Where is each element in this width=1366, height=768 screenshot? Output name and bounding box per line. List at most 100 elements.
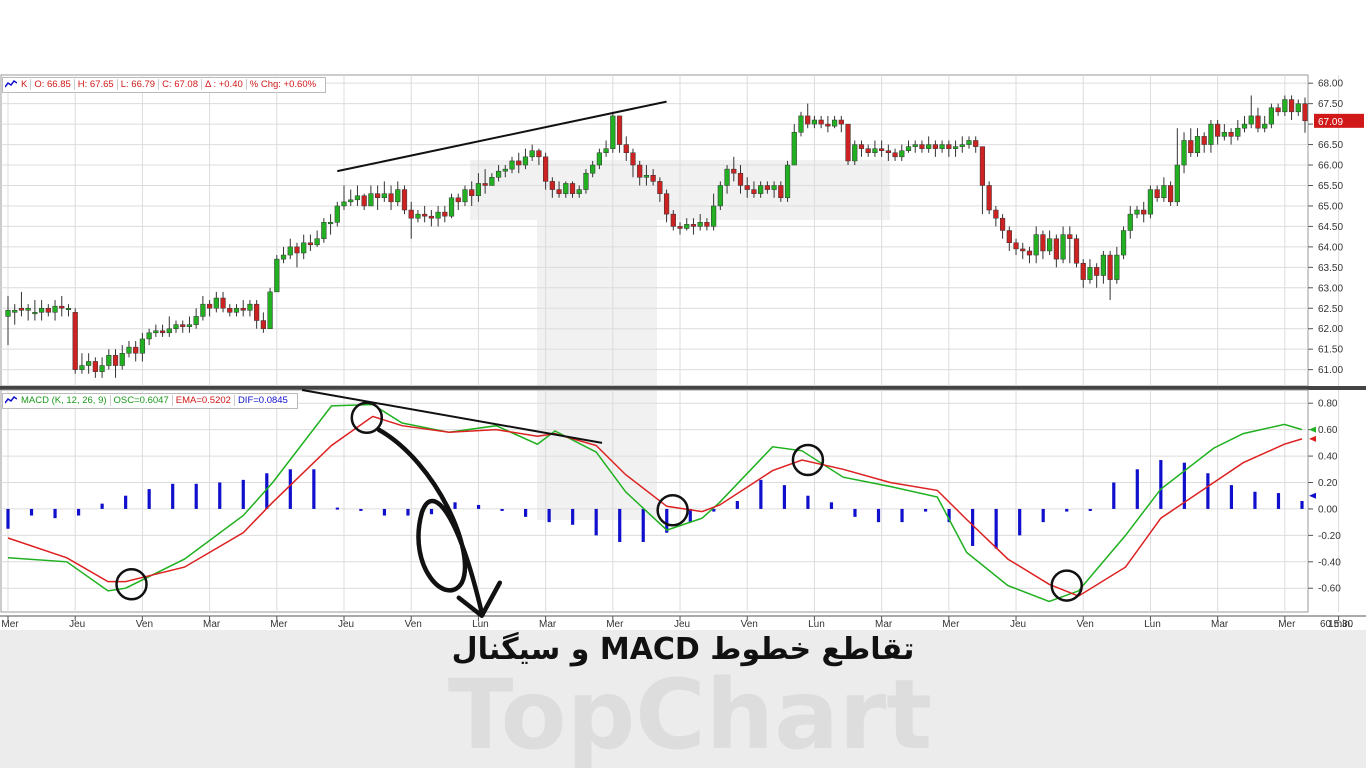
histogram-bar bbox=[453, 502, 457, 509]
candle bbox=[1241, 115, 1248, 133]
candle bbox=[126, 340, 132, 358]
candle-body bbox=[1188, 140, 1194, 153]
candle bbox=[388, 185, 394, 211]
candle-body bbox=[999, 217, 1006, 231]
candle-body bbox=[280, 254, 287, 260]
x-tick-label: Ven bbox=[741, 619, 758, 630]
candle bbox=[1201, 132, 1207, 153]
candle-body bbox=[1067, 234, 1073, 239]
histogram-bar bbox=[641, 508, 645, 542]
histogram-bar bbox=[1229, 485, 1234, 509]
candle bbox=[25, 304, 31, 321]
candle bbox=[1262, 115, 1268, 133]
candle-body bbox=[899, 150, 905, 158]
candle bbox=[227, 304, 233, 317]
candle bbox=[1053, 234, 1059, 268]
crossover-circle bbox=[1050, 569, 1083, 602]
candle bbox=[146, 328, 152, 346]
histogram-bar bbox=[547, 508, 551, 523]
candle-body bbox=[764, 185, 770, 190]
histogram-bar bbox=[29, 508, 34, 516]
histogram-bar bbox=[76, 508, 81, 516]
candle bbox=[858, 140, 865, 157]
candle-body bbox=[825, 123, 831, 127]
candle bbox=[798, 111, 804, 137]
candle-body bbox=[388, 193, 394, 203]
histogram-bar bbox=[429, 508, 434, 515]
candle-body bbox=[314, 238, 320, 246]
candle bbox=[294, 242, 300, 268]
candle bbox=[1094, 263, 1100, 288]
candle-body bbox=[1114, 254, 1120, 280]
candle-body bbox=[616, 115, 623, 145]
candle bbox=[590, 160, 596, 178]
candle bbox=[166, 316, 172, 337]
macd-y-tick-label: 0.20 bbox=[1318, 478, 1338, 489]
right-marker bbox=[1309, 492, 1316, 499]
candle bbox=[1161, 177, 1167, 202]
right-marker bbox=[1309, 435, 1316, 442]
candle-body bbox=[106, 355, 112, 366]
candle-body bbox=[1194, 136, 1201, 153]
candle-body bbox=[1033, 234, 1039, 256]
candle-body bbox=[966, 140, 972, 145]
histogram-bar bbox=[335, 507, 339, 510]
candle-body bbox=[274, 258, 280, 293]
macd-trendline bbox=[301, 389, 603, 444]
x-tick-label: Jeu bbox=[338, 619, 354, 630]
candle bbox=[556, 181, 562, 198]
candle bbox=[32, 300, 38, 321]
candle-body bbox=[495, 170, 502, 178]
macd-y-tick-label: 0.40 bbox=[1318, 452, 1338, 463]
candle bbox=[153, 324, 159, 337]
candle bbox=[737, 165, 744, 194]
candle-body bbox=[1295, 103, 1301, 113]
candle bbox=[1188, 128, 1194, 157]
price-pane: 68.0067.5067.0066.5066.0065.5065.0064.50… bbox=[0, 74, 1366, 390]
candle-body bbox=[1248, 115, 1254, 125]
candle bbox=[576, 185, 582, 198]
candle bbox=[616, 115, 623, 153]
candle bbox=[1275, 103, 1281, 116]
candle-body bbox=[778, 185, 784, 199]
macd-legend-dif: DIF=0.0845 bbox=[237, 395, 288, 406]
candle-body bbox=[442, 211, 448, 217]
candle bbox=[865, 144, 871, 157]
histogram-bar bbox=[759, 479, 763, 509]
candle-body bbox=[1060, 234, 1066, 260]
candle-body bbox=[1288, 99, 1295, 113]
candle-body bbox=[200, 303, 206, 317]
candle-body bbox=[737, 172, 744, 186]
x-tick-label: Jeu bbox=[69, 619, 85, 630]
candle bbox=[462, 185, 468, 206]
candle-body bbox=[932, 144, 938, 149]
candle-body bbox=[79, 365, 85, 370]
histogram-bar bbox=[735, 501, 739, 509]
price-y-tick-label: 61.00 bbox=[1318, 365, 1343, 376]
candle bbox=[321, 218, 327, 243]
histogram-bar bbox=[524, 508, 528, 517]
candle bbox=[274, 255, 280, 293]
candle-body bbox=[684, 224, 690, 229]
candle-body bbox=[1241, 123, 1248, 129]
candle-body bbox=[375, 193, 381, 199]
candle bbox=[348, 189, 354, 206]
candle bbox=[448, 193, 455, 219]
candle bbox=[99, 357, 105, 378]
candle bbox=[778, 181, 784, 202]
histogram-bar bbox=[1041, 508, 1045, 523]
crossover-circle bbox=[350, 401, 384, 434]
candle bbox=[919, 140, 925, 153]
chart-line-icon bbox=[5, 79, 17, 88]
candle-body bbox=[240, 308, 246, 311]
x-tick-label: Mar bbox=[875, 619, 893, 630]
histogram-bar bbox=[782, 485, 786, 509]
candle-body bbox=[1040, 234, 1046, 252]
histogram-bar bbox=[476, 504, 481, 509]
histogram-bar bbox=[876, 508, 881, 523]
candle bbox=[522, 148, 529, 170]
price-legend: K O: 66.85 H: 67.65 L: 66.79 C: 67.08 Δ : +0.… bbox=[2, 77, 327, 93]
candle-body bbox=[186, 324, 193, 327]
macd-legend-name: MACD (K, 12, 26, 9) bbox=[21, 395, 111, 406]
macd-y-tick-label: 0.00 bbox=[1318, 504, 1338, 515]
